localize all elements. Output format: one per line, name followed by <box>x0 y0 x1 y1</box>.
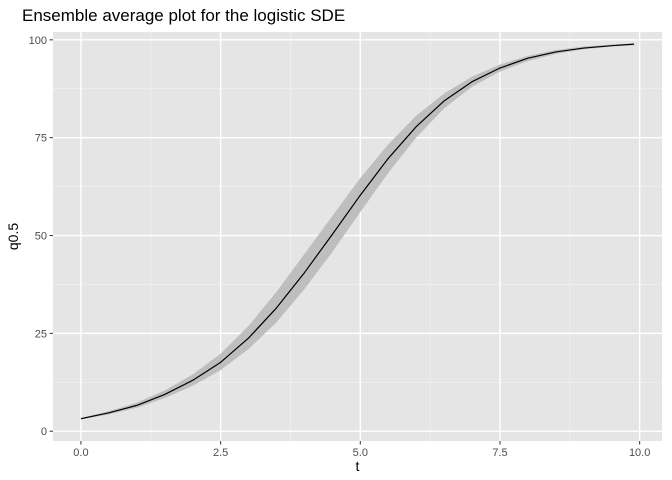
chart-title: Ensemble average plot for the logistic S… <box>22 6 345 25</box>
x-tick-label: 7.5 <box>492 447 507 459</box>
y-axis-title: q0.5 <box>5 223 21 250</box>
y-tick-label: 25 <box>35 328 47 340</box>
y-tick-label: 0 <box>41 426 47 438</box>
y-tick-label: 75 <box>35 133 47 145</box>
y-axis: 0 25 50 75 100 <box>29 35 53 438</box>
minor-gridlines <box>53 32 662 441</box>
x-tick-label: 2.5 <box>213 447 228 459</box>
median-line <box>80 43 635 420</box>
x-tick-label: 10.0 <box>629 447 650 459</box>
y-tick-label: 50 <box>35 231 47 243</box>
x-tick-label: 5.0 <box>353 447 368 459</box>
x-tick-label: 0.0 <box>73 447 88 459</box>
x-axis: 0.0 2.5 5.0 7.5 10.0 <box>73 441 650 459</box>
plot-panel <box>53 32 662 441</box>
y-tick-label: 100 <box>29 35 47 47</box>
major-gridlines <box>53 32 662 441</box>
x-axis-title: t <box>356 458 360 474</box>
